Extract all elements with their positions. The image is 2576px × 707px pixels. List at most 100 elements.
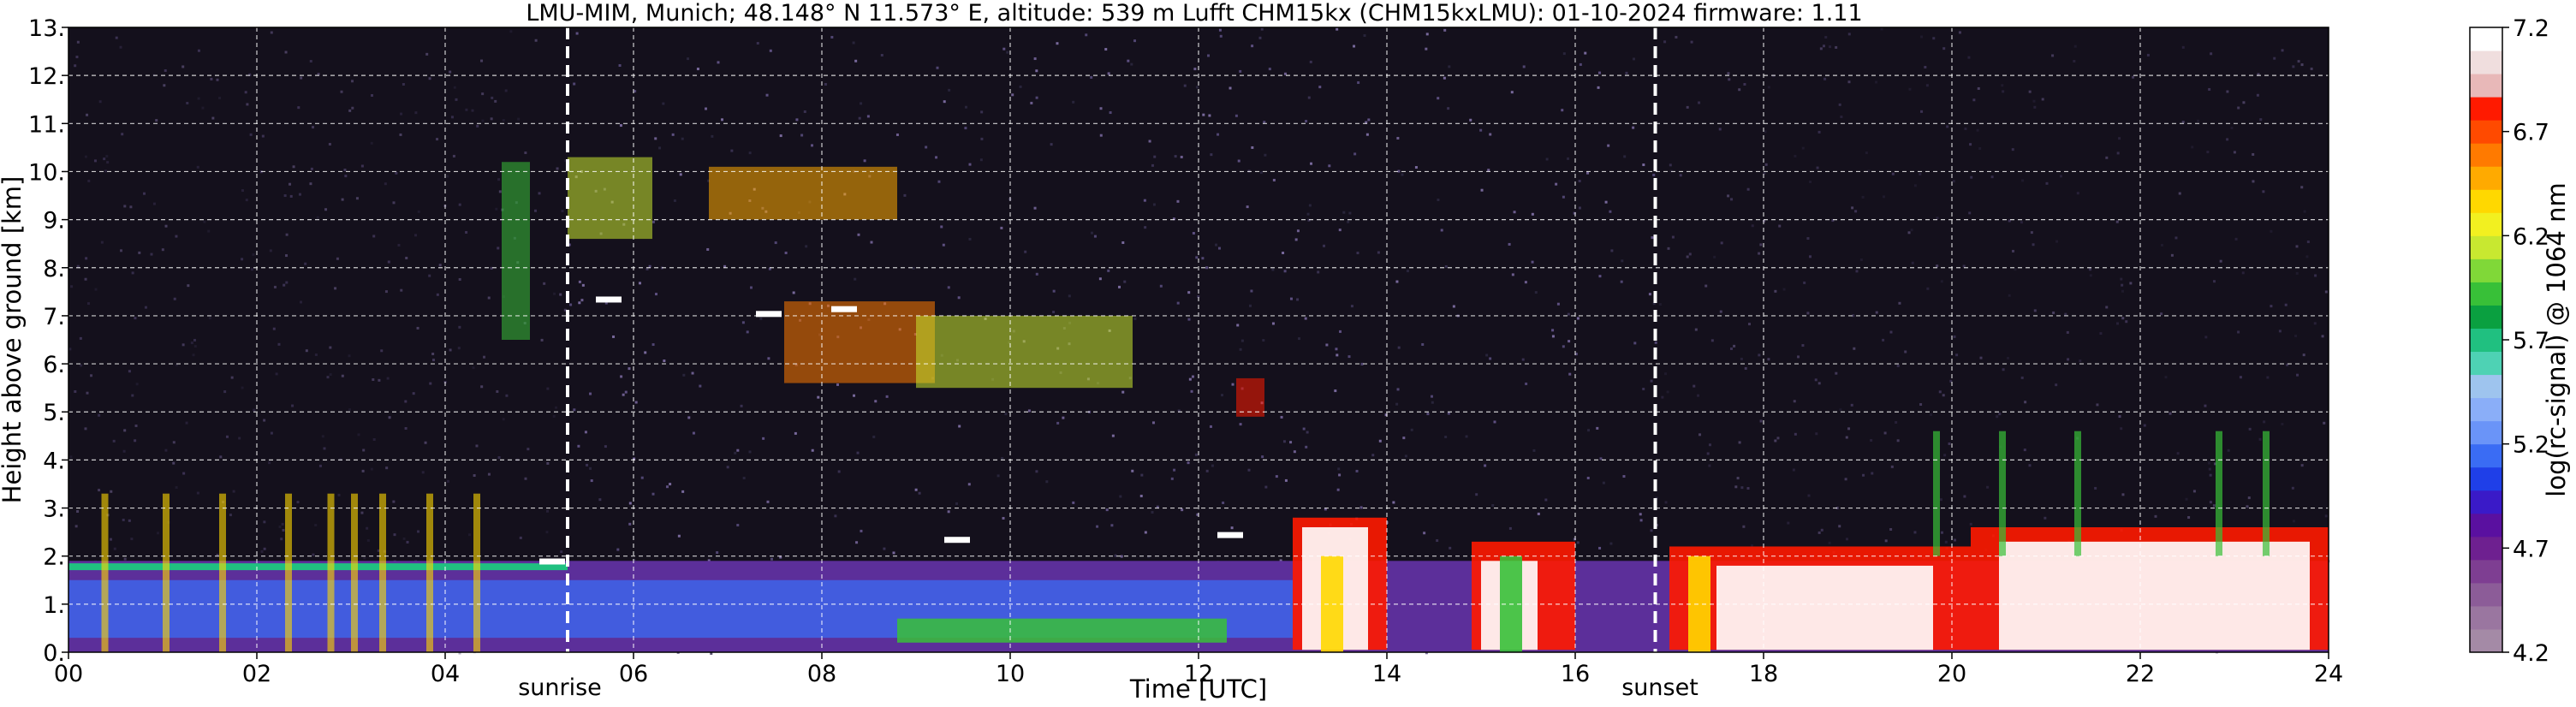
noise-speck: [1410, 428, 1413, 431]
noise-speck: [638, 282, 641, 285]
noise-speck: [1152, 203, 1156, 206]
noise-speck: [2314, 274, 2317, 277]
noise-speck: [2168, 412, 2172, 415]
noise-speck: [1661, 395, 1664, 399]
noise-speck: [392, 500, 396, 503]
noise-speck: [2248, 427, 2252, 431]
noise-speck: [1127, 59, 1130, 62]
cirrus-streak: [916, 315, 1133, 389]
noise-speck: [1743, 82, 1746, 86]
noise-speck: [2125, 320, 2128, 324]
noise-speck: [340, 90, 343, 93]
noise-speck: [1147, 555, 1151, 558]
noise-speck: [318, 464, 322, 467]
noise-speck: [883, 547, 886, 550]
noise-speck: [2055, 240, 2059, 243]
cirrus-streak: [568, 157, 652, 240]
noise-speck: [2310, 67, 2313, 70]
noise-speck: [388, 416, 391, 419]
noise-speck: [1068, 294, 1071, 298]
noise-speck: [717, 61, 720, 64]
noise-speck: [1938, 390, 1942, 394]
noise-speck: [1759, 243, 1763, 247]
noise-speck: [1829, 45, 1832, 49]
y-tick-label: 13.: [28, 15, 65, 42]
noise-speck: [866, 115, 870, 118]
noise-speck: [249, 133, 253, 136]
noise-speck: [175, 363, 178, 366]
noise-speck: [1693, 384, 1696, 388]
noise-speck: [269, 249, 272, 253]
noise-speck: [1976, 128, 1979, 132]
y-tick-label: 11.: [28, 111, 65, 138]
noise-speck: [372, 235, 376, 238]
noise-speck: [2033, 105, 2037, 109]
noise-speck: [1925, 84, 1929, 87]
noise-speck: [449, 70, 452, 74]
noise-speck: [1551, 329, 1555, 332]
noise-speck: [1733, 344, 1736, 348]
noise-speck: [538, 192, 541, 195]
x-tick-label: 10: [996, 661, 1025, 687]
noise-speck: [1489, 357, 1492, 360]
noise-speck: [2178, 192, 2181, 195]
noise-speck: [473, 474, 476, 478]
noise-speck: [2239, 376, 2242, 379]
noise-speck: [1573, 211, 1576, 215]
noise-speck: [2256, 93, 2259, 97]
noise-speck: [282, 528, 285, 532]
noise-speck: [734, 451, 737, 454]
noise-speck: [1121, 390, 1125, 394]
noise-speck: [1279, 559, 1282, 562]
noise-speck: [2118, 137, 2121, 140]
noise-speck: [1307, 96, 1311, 99]
noise-speck: [1202, 113, 1205, 116]
noise-speck: [968, 163, 972, 166]
noise-speck: [1686, 105, 1689, 109]
noise-speck: [1447, 412, 1450, 415]
noise-speck: [1449, 546, 1452, 550]
sunrise-label: sunrise: [518, 674, 602, 701]
noise-speck: [1406, 270, 1409, 273]
noise-speck: [563, 159, 567, 163]
aerosol-spike: [351, 493, 358, 652]
noise-speck: [2116, 152, 2120, 155]
noise-speck: [1294, 238, 1298, 241]
noise-speck: [446, 175, 449, 178]
noise-speck: [197, 49, 200, 52]
noise-speck: [98, 489, 101, 492]
noise-speck: [1522, 65, 1526, 68]
noise-speck: [1562, 345, 1565, 348]
noise-speck: [362, 449, 366, 452]
noise-speck: [1090, 231, 1093, 235]
noise-speck: [848, 507, 851, 510]
noise-speck: [402, 82, 405, 86]
noise-speck: [2181, 45, 2185, 49]
noise-speck: [1072, 501, 1075, 504]
noise-speck: [633, 559, 636, 562]
noise-speck: [860, 102, 863, 105]
colorbar-swatch: [2470, 328, 2502, 353]
noise-speck: [644, 351, 647, 354]
noise-speck: [399, 133, 402, 136]
noise-speck: [1444, 264, 1448, 268]
noise-speck: [2230, 127, 2234, 130]
noise-speck: [1239, 348, 1242, 351]
noise-speck: [1621, 259, 1624, 263]
noise-speck: [1977, 86, 1980, 90]
noise-speck: [190, 342, 193, 345]
noise-speck: [1353, 45, 1356, 48]
noise-speck: [1144, 226, 1147, 229]
noise-speck: [1996, 415, 1999, 419]
noise-speck: [1794, 432, 1797, 436]
colorbar-swatch: [2470, 490, 2502, 514]
grid-lines: [68, 27, 2329, 652]
noise-speck: [1884, 539, 1888, 543]
noise-speck: [1093, 235, 1097, 238]
noise-speck: [505, 394, 509, 397]
noise-speck: [2143, 424, 2146, 427]
noise-speck: [1839, 408, 1842, 412]
noise-speck: [1908, 87, 1912, 91]
noise-speck: [552, 414, 556, 418]
noise-speck: [553, 292, 556, 295]
